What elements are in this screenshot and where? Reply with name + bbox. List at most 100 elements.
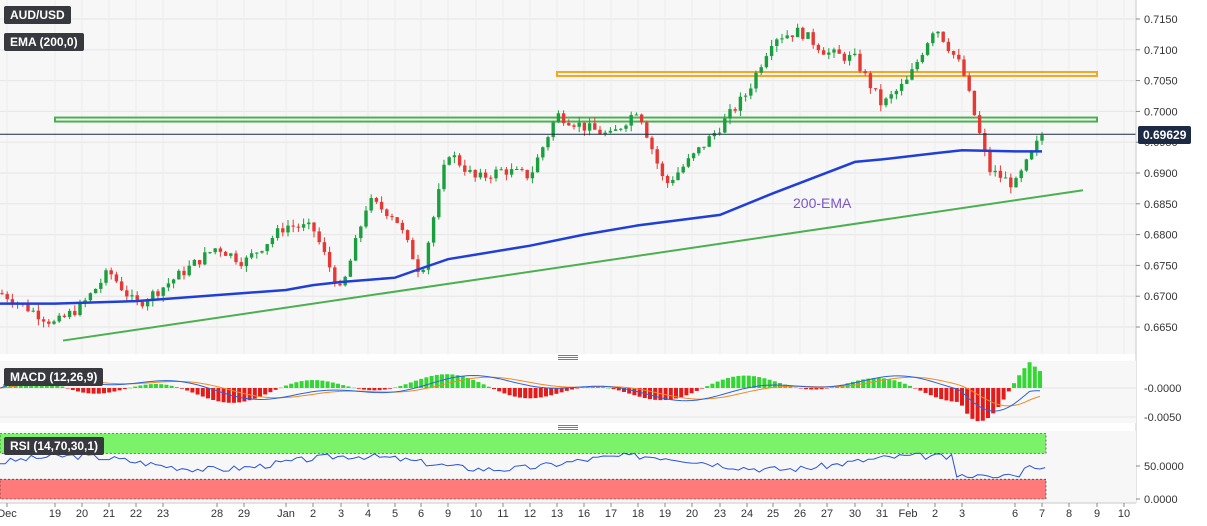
candle[interactable] — [972, 90, 977, 116]
candle[interactable] — [541, 146, 545, 161]
candle[interactable] — [1019, 168, 1023, 183]
pane-resize-handle-rsi[interactable] — [558, 424, 578, 430]
macd-pane[interactable]: -0.0000 -0.0050 — [0, 361, 1181, 424]
rsi-indicator-label[interactable]: RSI (14,70,30,1) — [4, 437, 105, 455]
candle[interactable] — [728, 104, 732, 125]
macd-indicator-label[interactable]: MACD (12,26,9) — [4, 368, 104, 386]
candle[interactable] — [551, 121, 555, 141]
candle[interactable] — [473, 169, 477, 182]
candle[interactable] — [213, 247, 217, 255]
candle[interactable] — [842, 51, 847, 64]
candle[interactable] — [260, 250, 264, 254]
candle[interactable] — [863, 69, 867, 76]
candle[interactable] — [827, 48, 831, 59]
candle[interactable] — [10, 293, 15, 308]
candle[interactable] — [229, 252, 233, 259]
candle[interactable] — [785, 30, 789, 39]
candle[interactable] — [582, 122, 587, 136]
candle[interactable] — [327, 246, 332, 272]
candle[interactable] — [598, 125, 602, 135]
candle[interactable] — [593, 117, 597, 130]
candle[interactable] — [177, 269, 181, 280]
candle[interactable] — [847, 51, 852, 66]
candle[interactable] — [166, 278, 171, 292]
candle[interactable] — [733, 107, 737, 114]
candle[interactable] — [499, 166, 503, 171]
candle[interactable] — [239, 257, 243, 269]
candle[interactable] — [296, 223, 301, 233]
candle[interactable] — [5, 291, 9, 303]
candle[interactable] — [957, 48, 961, 62]
candle[interactable] — [759, 64, 763, 76]
candle[interactable] — [577, 116, 581, 133]
candle[interactable] — [587, 118, 592, 136]
candle[interactable] — [114, 271, 119, 284]
candle[interactable] — [811, 28, 815, 49]
candle[interactable] — [941, 31, 945, 43]
candle[interactable] — [629, 111, 633, 132]
candle[interactable] — [754, 70, 758, 93]
candle[interactable] — [764, 52, 769, 69]
candle[interactable] — [374, 196, 379, 204]
candle[interactable] — [634, 112, 639, 116]
candle[interactable] — [187, 260, 191, 277]
candle[interactable] — [286, 220, 290, 237]
candle[interactable] — [650, 135, 654, 155]
candle[interactable] — [946, 38, 951, 54]
candle[interactable] — [182, 266, 186, 280]
candle[interactable] — [301, 218, 306, 232]
candle[interactable] — [899, 78, 904, 96]
candle[interactable] — [624, 123, 628, 132]
candle[interactable] — [156, 289, 160, 300]
candle[interactable] — [307, 218, 311, 230]
candle[interactable] — [525, 169, 529, 181]
candle[interactable] — [951, 50, 956, 59]
candle[interactable] — [702, 146, 706, 151]
candle[interactable] — [613, 124, 618, 131]
candle[interactable] — [197, 259, 202, 268]
candle[interactable] — [478, 168, 483, 180]
candle[interactable] — [275, 224, 280, 241]
candle[interactable] — [920, 52, 925, 64]
candle[interactable] — [385, 208, 389, 220]
candle[interactable] — [322, 237, 327, 256]
candle[interactable] — [515, 166, 519, 171]
candle[interactable] — [442, 159, 446, 192]
candle[interactable] — [697, 146, 701, 156]
candle[interactable] — [639, 113, 644, 125]
candle[interactable] — [520, 166, 524, 172]
candle[interactable] — [135, 291, 139, 306]
candle[interactable] — [1014, 176, 1018, 188]
candle[interactable] — [676, 167, 680, 181]
candle[interactable] — [36, 304, 41, 326]
candle[interactable] — [130, 289, 134, 302]
candle[interactable] — [452, 151, 457, 164]
candle[interactable] — [223, 250, 228, 256]
candle[interactable] — [109, 267, 113, 280]
candle[interactable] — [769, 39, 774, 60]
candle[interactable] — [400, 220, 405, 234]
candle[interactable] — [208, 251, 212, 255]
pane-resize-handle-macd[interactable] — [558, 354, 578, 360]
candle[interactable] — [437, 183, 441, 220]
candle[interactable] — [0, 289, 4, 295]
candle[interactable] — [879, 84, 883, 112]
candle[interactable] — [660, 161, 665, 181]
candle[interactable] — [853, 48, 857, 57]
rsi-pane[interactable]: 50.0000 0.0000 — [0, 431, 1184, 506]
candle[interactable] — [915, 59, 919, 72]
candle[interactable] — [57, 312, 61, 323]
candle[interactable] — [821, 47, 826, 55]
candle[interactable] — [509, 163, 514, 178]
candle[interactable] — [671, 176, 675, 186]
candle[interactable] — [608, 127, 613, 134]
price-pane[interactable]: 200-EMA 0.71500.71000.70500.70000.69500.… — [0, 0, 1178, 503]
candle[interactable] — [1024, 158, 1029, 172]
candle[interactable] — [317, 227, 321, 245]
candle[interactable] — [171, 278, 176, 289]
candle[interactable] — [489, 175, 493, 184]
candle[interactable] — [743, 93, 748, 102]
candle[interactable] — [244, 255, 249, 272]
candle[interactable] — [691, 152, 696, 161]
candle[interactable] — [556, 110, 561, 123]
